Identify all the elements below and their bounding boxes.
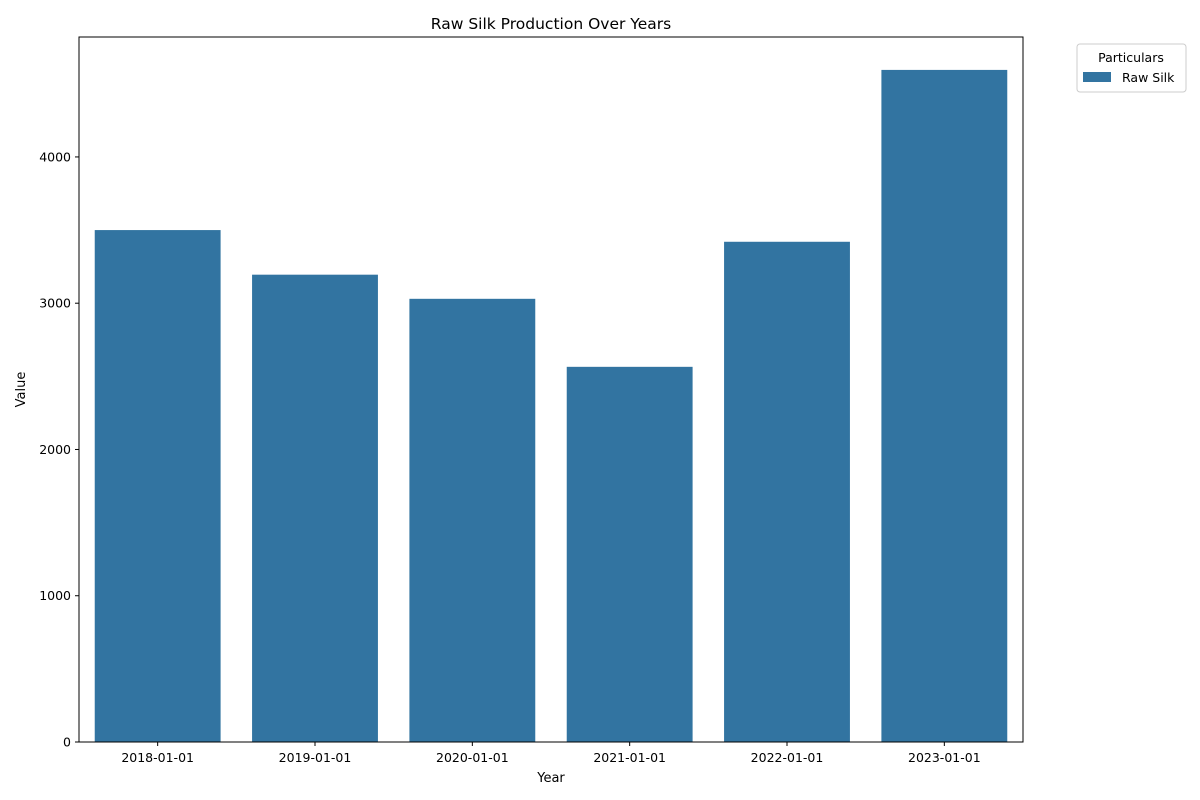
x-tick-label: 2020-01-01 xyxy=(436,750,509,765)
legend-title: Particulars xyxy=(1098,50,1164,65)
y-tick-label: 3000 xyxy=(39,296,71,311)
bar-2021-01-01 xyxy=(566,366,693,742)
x-tick-label: 2022-01-01 xyxy=(751,750,824,765)
x-tick-label: 2019-01-01 xyxy=(279,750,352,765)
y-axis-title: Value xyxy=(14,372,29,408)
legend-label: Raw Silk xyxy=(1122,70,1175,85)
x-tick-label: 2021-01-01 xyxy=(593,750,666,765)
plot-frame xyxy=(78,36,1024,743)
legend-items: Raw Silk xyxy=(1083,70,1175,85)
x-axis-ticks: 2018-01-01 2019-01-01 2020-01-01 2021-01-01… xyxy=(121,742,981,765)
chart-title: Raw Silk Production Over Years xyxy=(431,15,671,33)
bar-2023-01-01 xyxy=(881,69,1008,743)
y-tick-label: 0 xyxy=(63,735,71,750)
x-tick-label: 2023-01-01 xyxy=(908,750,981,765)
legend-swatch xyxy=(1083,72,1111,82)
bar-2022-01-01 xyxy=(724,241,850,742)
y-tick-label: 1000 xyxy=(39,588,71,603)
bar-2018-01-01 xyxy=(94,230,221,742)
legend: Particulars Raw Silk xyxy=(1076,43,1187,93)
x-axis-title: Year xyxy=(536,771,565,786)
bar-2020-01-01 xyxy=(409,298,536,742)
bar-2019-01-01 xyxy=(252,274,378,742)
bars-group xyxy=(94,69,1008,743)
y-tick-label: 4000 xyxy=(39,149,71,164)
y-tick-label: 2000 xyxy=(39,442,71,457)
x-tick-label: 2018-01-01 xyxy=(121,750,194,765)
y-axis-ticks: 0 1000 2000 3000 4000 xyxy=(39,149,79,750)
